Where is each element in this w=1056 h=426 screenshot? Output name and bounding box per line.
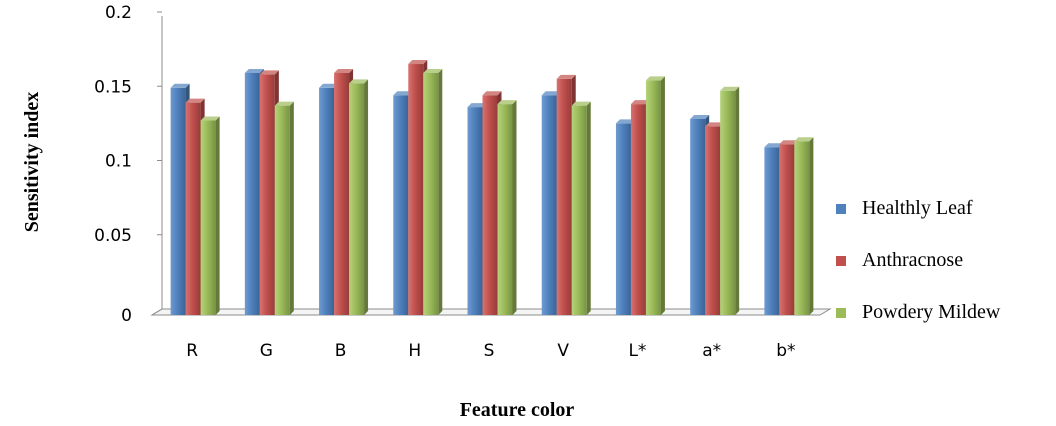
bar-side <box>586 101 591 316</box>
legend-swatch <box>836 256 846 266</box>
bar-powdery-mildew-8 <box>794 137 814 315</box>
bar-side <box>438 68 443 315</box>
bar-front <box>705 126 721 315</box>
bar-front <box>779 144 795 315</box>
bar-front <box>170 87 186 315</box>
bar-powdery-mildew-1 <box>274 101 294 316</box>
bar-powdery-mildew-4 <box>497 100 517 315</box>
y-tick-label: 0 <box>121 306 132 326</box>
bar-powdery-mildew-3 <box>423 68 443 315</box>
bar-top <box>244 68 264 73</box>
bar-front <box>794 141 810 315</box>
x-tick-label: S <box>484 341 495 361</box>
bar-top <box>705 122 725 127</box>
bar-top <box>764 143 784 148</box>
bar-front <box>185 102 201 316</box>
y-tick-label: 0.2 <box>105 3 132 23</box>
y-axis-base <box>151 308 163 316</box>
bar-side <box>215 116 220 315</box>
bar-top <box>482 91 502 96</box>
bar-top <box>259 70 279 75</box>
bar-side <box>512 100 517 315</box>
bar-front <box>645 80 661 316</box>
bar-top <box>274 101 294 106</box>
bar-top <box>497 100 517 105</box>
bar-powdery-mildew-2 <box>349 79 369 315</box>
bar-front <box>334 72 350 315</box>
bar-front <box>244 72 260 315</box>
bar-front <box>615 123 631 315</box>
bar-top <box>615 119 635 124</box>
bar-powdery-mildew-6 <box>645 76 665 316</box>
bar-top <box>185 98 205 103</box>
bar-front <box>556 78 572 315</box>
x-tick-label: V <box>557 341 569 361</box>
x-axis-title: Feature color <box>460 399 575 421</box>
bar-front <box>720 90 736 315</box>
x-tick-label: B <box>335 341 347 361</box>
bar-top <box>720 86 740 91</box>
bar-front <box>690 118 706 315</box>
bar-front <box>467 107 483 315</box>
bar-top <box>630 100 650 105</box>
bar-powdery-mildew-0 <box>200 116 220 315</box>
bar-front <box>408 64 424 315</box>
bar-top <box>690 114 710 119</box>
y-tick-label: 0.1 <box>105 152 132 172</box>
bar-front <box>200 120 216 315</box>
bar-front <box>571 105 587 316</box>
bar-top <box>467 103 487 108</box>
bar-top <box>408 60 428 65</box>
legend: Healthly Leaf Anthracnose Powdery Mildew <box>836 197 1001 323</box>
bar-top <box>334 68 354 73</box>
bar-top <box>779 140 799 145</box>
bar-top <box>541 91 561 96</box>
x-tick-label: L* <box>628 341 646 361</box>
bar-top <box>393 91 413 96</box>
bar-side <box>809 137 814 315</box>
bar-front <box>541 95 557 315</box>
bar-powdery-mildew-5 <box>571 101 591 316</box>
bar-top <box>200 116 220 121</box>
bar-front <box>349 83 365 315</box>
bar-top <box>319 83 339 88</box>
x-tick-label: b* <box>776 341 795 361</box>
x-tick-label: R <box>186 341 198 361</box>
bar-front <box>259 74 275 316</box>
bar-powdery-mildew-7 <box>720 86 740 315</box>
legend-label: Anthracnose <box>862 249 963 271</box>
bar-side <box>364 79 369 315</box>
bar-front <box>274 105 290 316</box>
bar-top <box>556 74 576 79</box>
x-tick-label: G <box>260 341 273 361</box>
y-tick-label: 0.15 <box>94 77 132 97</box>
bar-top <box>349 79 369 84</box>
x-tick-label: a* <box>702 341 721 361</box>
tick-labels: 0 0.05 0.1 0.15 0.2 R G B H S V L* a* b* <box>94 3 795 361</box>
bar-front <box>630 104 646 315</box>
bars <box>170 60 814 316</box>
bar-front <box>423 72 439 315</box>
y-tick-label: 0.05 <box>94 226 132 246</box>
legend-swatch <box>836 204 846 214</box>
y-axis-title: Sensitivity index <box>21 92 43 233</box>
bar-top <box>571 101 591 106</box>
bar-front <box>497 104 513 315</box>
bar-top <box>794 137 814 142</box>
legend-label: Powdery Mildew <box>862 301 1001 323</box>
bar-side <box>289 101 294 316</box>
bar-top <box>423 68 443 73</box>
bar-front <box>393 95 409 315</box>
legend-label: Healthly Leaf <box>862 197 973 219</box>
bar-front <box>764 147 780 315</box>
bar-side <box>735 86 740 315</box>
bar-top <box>645 76 665 81</box>
x-tick-label: H <box>408 341 421 361</box>
legend-swatch <box>836 308 846 318</box>
bar-front <box>482 95 498 315</box>
bar-top <box>170 83 190 88</box>
bar-front <box>319 87 335 315</box>
bar-side <box>660 76 665 316</box>
